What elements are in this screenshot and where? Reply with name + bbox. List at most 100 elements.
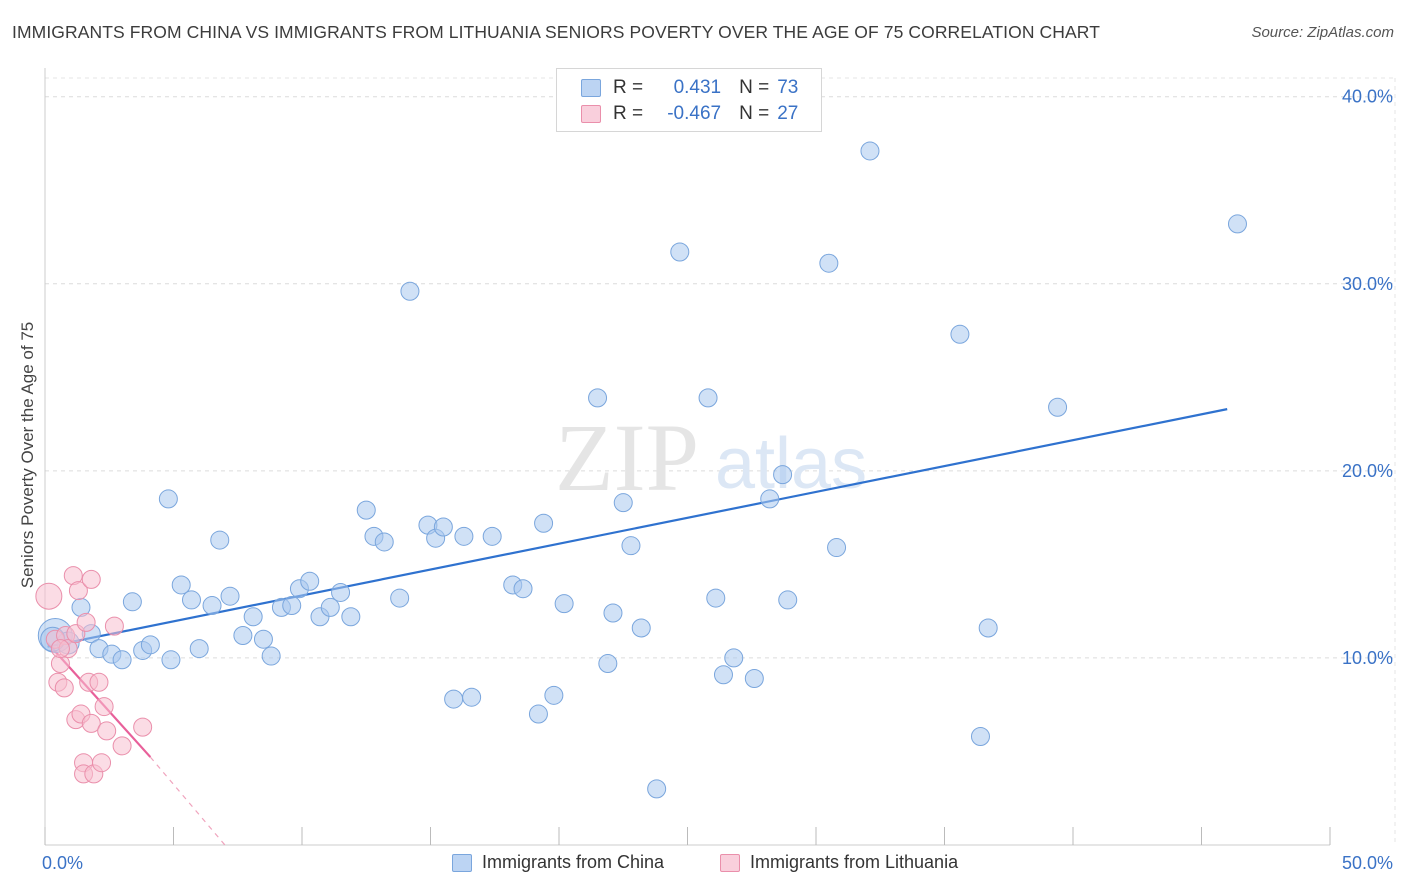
- china-data-point: [647, 779, 667, 799]
- n-label: N =: [739, 77, 770, 98]
- china-data-point: [706, 588, 726, 608]
- y-tick-label: 20.0%: [1342, 461, 1393, 481]
- lithuania-legend-swatch: [720, 853, 740, 872]
- y-tick-label: 40.0%: [1342, 87, 1393, 107]
- china-data-point: [513, 579, 533, 599]
- china-data-point: [253, 629, 273, 649]
- china-data-point: [970, 726, 990, 746]
- lithuania-data-point: [76, 612, 96, 632]
- lithuania-data-point: [133, 717, 153, 737]
- y-tick-label: 10.0%: [1342, 648, 1393, 668]
- r-value: -0.467: [667, 103, 722, 124]
- china-swatch: [581, 79, 601, 97]
- china-data-point: [713, 665, 733, 685]
- china-data-point: [462, 687, 482, 707]
- china-data-point: [534, 513, 554, 533]
- china-data-point: [300, 571, 320, 591]
- x-tick-label-max: 50.0%: [1342, 853, 1393, 873]
- china-data-point: [631, 618, 651, 638]
- china-data-point: [1048, 397, 1068, 417]
- watermark-zip: ZIP: [555, 404, 699, 511]
- lithuania-data-point: [92, 753, 112, 773]
- china-data-point: [544, 685, 564, 705]
- china-data-point: [760, 489, 780, 509]
- china-data-point: [698, 388, 718, 408]
- y-axis-label: Seniors Poverty Over the Age of 75: [18, 321, 37, 589]
- china-data-point: [598, 654, 618, 674]
- china-data-point: [112, 650, 132, 670]
- watermark-atlas: atlas: [715, 424, 867, 504]
- china-data-point: [724, 648, 744, 668]
- china-legend-label: Immigrants from China: [482, 852, 665, 872]
- china-trend-line: [47, 408, 1228, 648]
- china-data-point: [233, 625, 253, 645]
- chart-title: IMMIGRANTS FROM CHINA VS IMMIGRANTS FROM…: [12, 22, 1101, 42]
- china-data-point: [374, 532, 394, 552]
- legend-item-lithuania: Immigrants from Lithuania: [720, 852, 958, 873]
- china-data-point: [400, 281, 420, 301]
- china-data-point: [433, 517, 453, 537]
- china-data-point: [356, 500, 376, 520]
- china-legend-swatch: [452, 853, 472, 872]
- china-data-point: [122, 592, 142, 612]
- china-data-point: [210, 530, 230, 550]
- lithuania-data-point: [54, 678, 74, 698]
- x-tick-label-min: 0.0%: [42, 853, 83, 873]
- lithuania-data-point: [68, 581, 88, 601]
- china-data-point: [341, 607, 361, 627]
- china-data-point: [950, 324, 970, 344]
- lithuania-legend-label: Immigrants from Lithuania: [750, 852, 959, 872]
- china-data-point: [588, 388, 608, 408]
- china-data-point: [261, 646, 281, 666]
- axes: [44, 68, 1331, 846]
- china-data-point: [528, 704, 548, 724]
- china-data-point: [773, 465, 793, 485]
- lithuania-data-point: [81, 569, 101, 589]
- china-data-point: [390, 588, 410, 608]
- china-data-point: [282, 596, 302, 616]
- lithuania-data-point: [112, 736, 132, 756]
- lithuania-data-point: [97, 721, 117, 741]
- lithuania-data-point: [104, 616, 124, 636]
- china-data-point: [161, 650, 181, 670]
- china-data-point: [444, 689, 464, 709]
- china-data-point: [778, 590, 798, 610]
- china-data-point: [331, 582, 351, 602]
- china-data-point: [189, 639, 209, 659]
- china-data-point: [158, 489, 178, 509]
- tick-labels: 10.0% 20.0% 30.0% 40.0% 0.0% 50.0%: [42, 87, 1393, 873]
- lithuania-data-point: [94, 697, 114, 717]
- china-data-point: [181, 590, 201, 610]
- china-data-point: [603, 603, 623, 623]
- watermark: ZIP atlas: [555, 404, 867, 511]
- stats-legend-row-lithuania: R = -0.467 N = 27: [581, 103, 798, 125]
- lithuania-trend-extension: [149, 756, 226, 846]
- legend-item-china: Immigrants from China: [452, 852, 664, 873]
- stats-legend: R = 0.431 N = 73 R = -0.467 N = 27: [556, 68, 822, 132]
- data-points: [35, 141, 1247, 799]
- lithuania-data-point: [89, 672, 109, 692]
- china-data-point: [554, 594, 574, 614]
- china-data-point: [320, 597, 340, 617]
- china-data-point: [243, 607, 263, 627]
- r-label: R =: [613, 77, 644, 98]
- china-data-point: [827, 538, 847, 558]
- lithuania-data-point: [50, 639, 70, 659]
- source-credit: Source: ZipAtlas.com: [1251, 24, 1394, 41]
- n-value: 73: [777, 77, 799, 98]
- china-data-point: [1227, 214, 1247, 234]
- china-data-point: [613, 493, 633, 513]
- lithuania-data-point: [81, 713, 101, 733]
- china-data-point: [140, 635, 160, 655]
- n-label: N =: [739, 103, 770, 124]
- china-data-point: [860, 141, 880, 161]
- lithuania-data-point: [35, 582, 63, 610]
- china-data-point: [220, 586, 240, 606]
- r-label: R =: [613, 103, 644, 124]
- china-data-point: [744, 669, 764, 689]
- r-value: 0.431: [673, 77, 722, 98]
- china-data-point: [621, 536, 641, 556]
- china-data-point: [978, 618, 998, 638]
- china-data-point: [670, 242, 690, 262]
